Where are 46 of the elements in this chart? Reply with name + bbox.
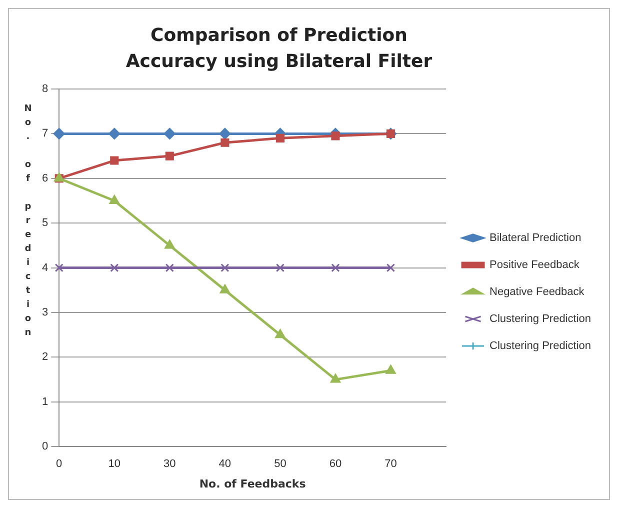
legend-label: Positive Feedback (490, 259, 580, 272)
point (331, 264, 340, 272)
point (165, 152, 174, 160)
x-tick-label: 10 (108, 458, 121, 470)
y-tick-label: 2 (42, 351, 48, 364)
point (110, 156, 119, 165)
x-tick-label: 0 (56, 458, 62, 470)
point (54, 264, 64, 272)
x-tick-label: 50 (274, 458, 286, 470)
y-tick-label: 7 (42, 128, 48, 140)
point (275, 329, 286, 338)
y-tick-label: 4 (42, 262, 48, 274)
y-tick-label: 1 (42, 396, 48, 408)
x-tick-label: 60 (329, 458, 342, 470)
y-tick-label: 5 (42, 217, 48, 230)
point (276, 134, 284, 142)
point (110, 264, 119, 272)
point (164, 128, 176, 140)
point (109, 195, 120, 204)
point (220, 138, 230, 147)
y-tick-label: 6 (42, 172, 48, 184)
x-tick-label: 30 (164, 458, 176, 470)
x-axis-title: No. of Feedbacks (199, 477, 306, 490)
point (219, 128, 231, 140)
point (220, 284, 230, 294)
point (386, 364, 396, 374)
legend-label: Clustering Prediction (490, 313, 592, 326)
point (164, 240, 175, 249)
x-tick-label: 40 (218, 458, 232, 470)
legend-label: Bilateral Prediction (490, 232, 582, 244)
y-axis-title: No. of prediction (23, 104, 33, 344)
point (331, 132, 340, 140)
legend-label: Clustering Prediction (490, 340, 592, 352)
point (108, 128, 120, 140)
chart-title: Comparison of Prediction Accuracy using Bilateral Filter (124, 24, 434, 74)
point (386, 264, 396, 272)
y-tick-label: 3 (42, 306, 48, 319)
x-tick-label: 70 (384, 458, 397, 470)
y-tick-label: 0 (42, 440, 48, 453)
legend-label: Negative Feedback (490, 286, 585, 298)
point (330, 374, 341, 383)
point (53, 128, 65, 140)
point (276, 264, 284, 272)
point (165, 264, 174, 272)
point (220, 264, 230, 272)
y-tick-label: 8 (42, 83, 48, 96)
